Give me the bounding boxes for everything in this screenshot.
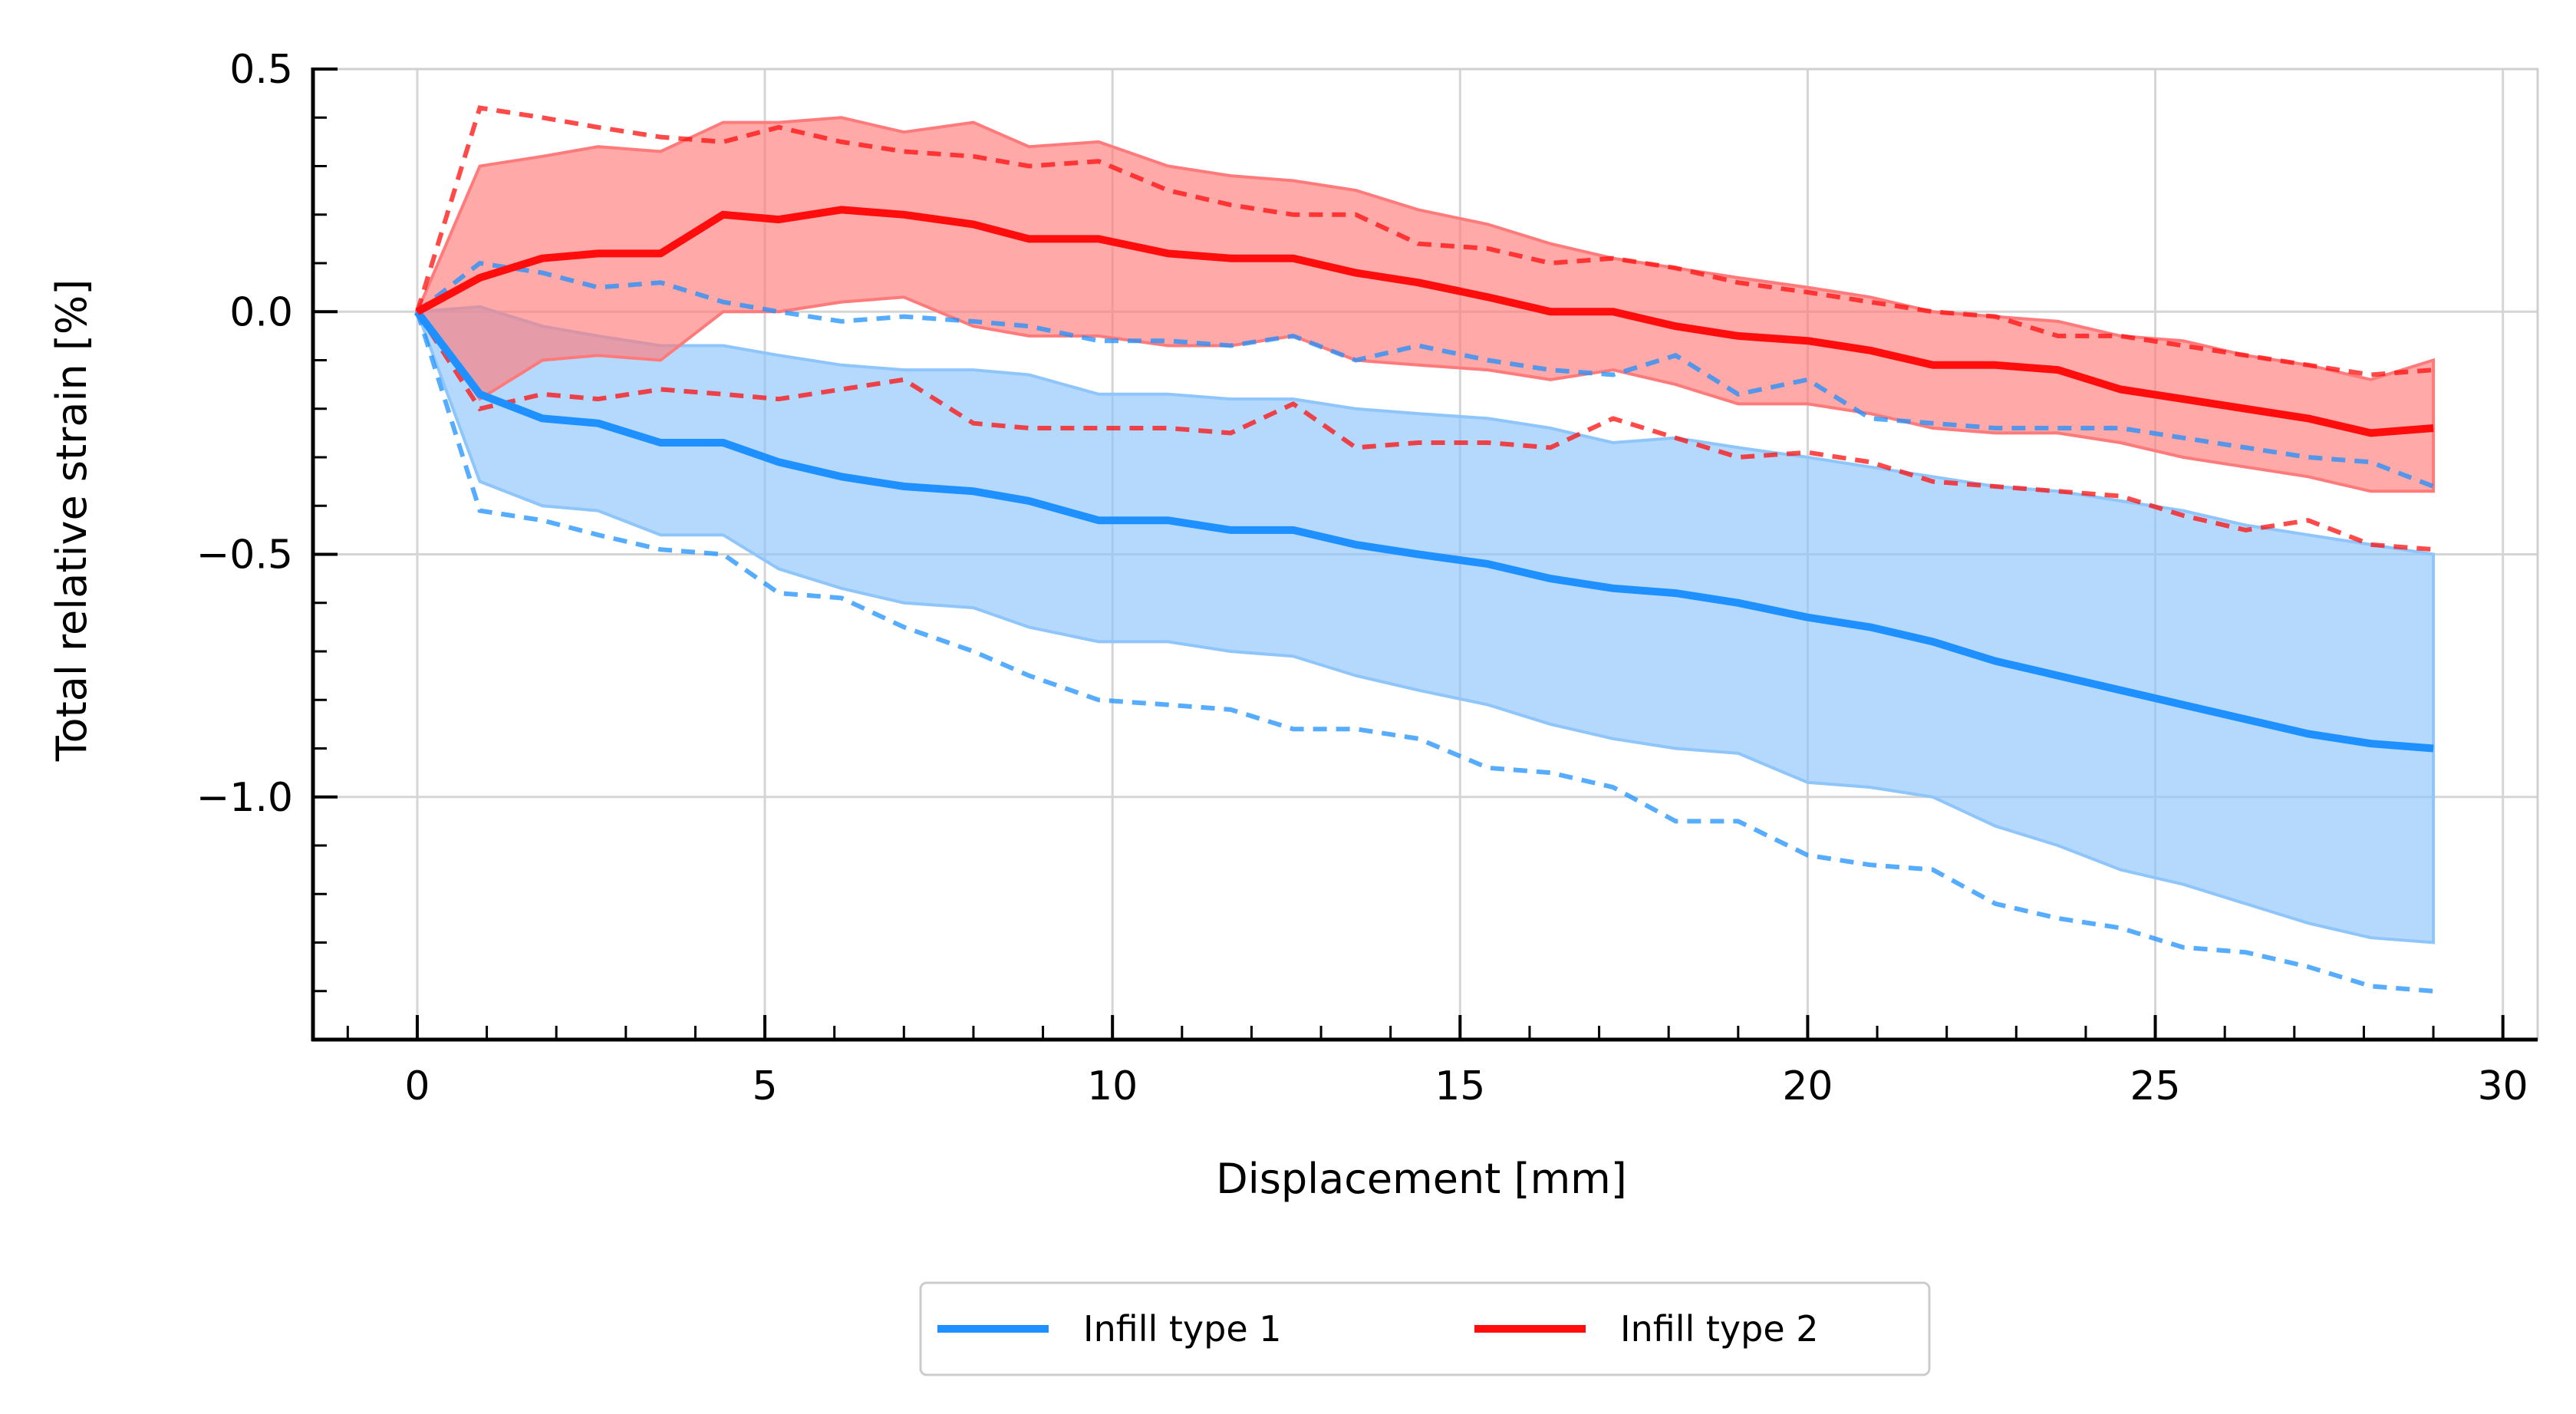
x-tick-label-0: 0	[404, 1063, 430, 1109]
x-tick-label-5: 5	[753, 1063, 778, 1109]
y-tick-label-0.0: 0.0	[229, 289, 293, 335]
y-tick-label-−0.5: −0.5	[196, 532, 293, 578]
mean-lines	[413, 206, 2434, 753]
dashed-upper-series-1	[416, 260, 2435, 489]
y-axis-title: Total relative strain [%]	[48, 279, 96, 763]
mean-line-series-2	[415, 206, 2434, 437]
dashed-bounds	[415, 105, 2435, 994]
y-tick-label-0.5: 0.5	[229, 47, 293, 93]
dashed-upper-series-2	[415, 105, 2434, 377]
x-tick-label-15: 15	[1435, 1063, 1485, 1109]
x-tick-label-30: 30	[2478, 1063, 2528, 1109]
x-axis-title: Displacement [mm]	[1216, 1155, 1627, 1203]
confidence-bands	[415, 116, 2436, 944]
x-tick-label-10: 10	[1087, 1063, 1138, 1109]
ticks: 0 5 10 15 20 25 30 0.5 0.0 −0.5 −1.0	[196, 47, 2528, 1109]
legend-box	[919, 1281, 1931, 1376]
dashed-lower-series-2	[415, 310, 2434, 552]
x-tick-label-25: 25	[2130, 1063, 2180, 1109]
legend-label-series-1: Infill type 1	[1083, 1308, 1282, 1350]
band-series-2	[415, 116, 2436, 493]
legend-label-series-2: Infill type 2	[1620, 1308, 1819, 1350]
y-tick-label-−1.0: −1.0	[196, 775, 293, 821]
x-tick-label-20: 20	[1782, 1063, 1833, 1109]
mean-line-series-1	[413, 309, 2434, 753]
legend: Infill type 1 Infill type 2	[919, 1281, 1931, 1376]
